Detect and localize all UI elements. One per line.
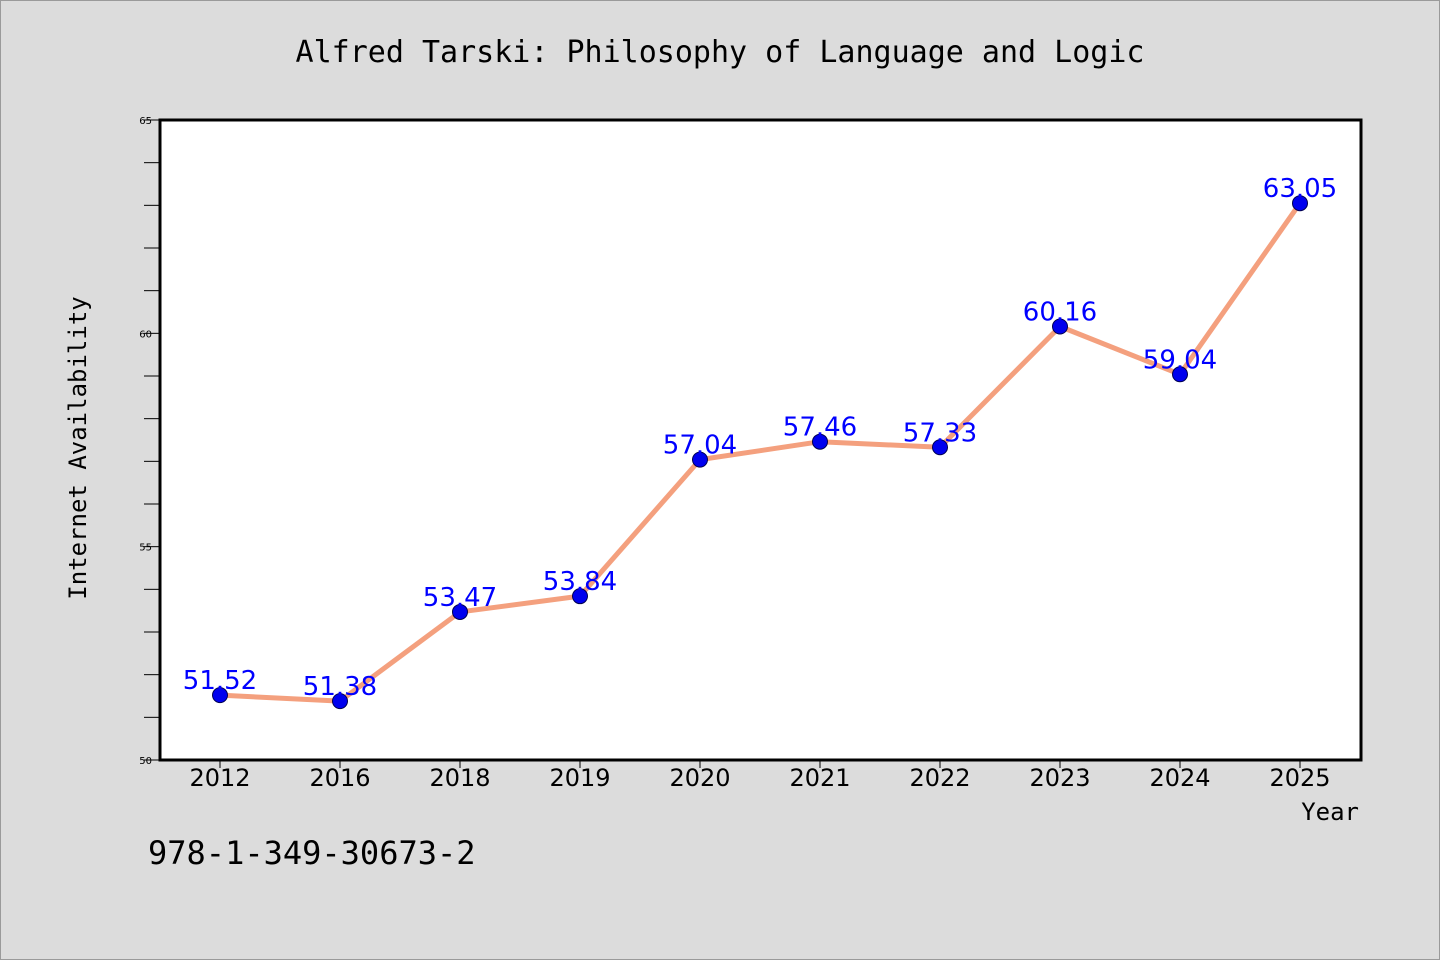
data-label: 59.04: [1143, 345, 1217, 375]
data-point: [1052, 318, 1068, 335]
data-label: 51.38: [303, 672, 377, 702]
y-tick-label: 55: [139, 543, 152, 554]
data-point: [452, 603, 468, 620]
series-line: [217, 200, 1303, 704]
data-point: [212, 687, 228, 704]
data-point: [692, 451, 708, 468]
x-axis-label: Year: [1301, 798, 1359, 826]
data-labels: 51.52 51.38 53.47 53.84 57.04 57.46 57.33 60.16…: [183, 174, 1337, 702]
data-label: 63.05: [1263, 174, 1337, 204]
data-markers: [212, 195, 1308, 710]
data-point: [812, 433, 828, 450]
x-axis: 2012 2016 2018 2019 2020 2021 2022 2023 2024 2025: [189, 760, 1331, 792]
x-tick-label: 2022: [909, 764, 970, 792]
x-tick-label: 2025: [1269, 764, 1330, 792]
data-point: [572, 588, 588, 605]
x-tick-label: 2020: [669, 764, 730, 792]
data-point: [1292, 195, 1308, 212]
y-tick-label: 60: [139, 329, 152, 340]
x-tick-label: 2021: [789, 764, 850, 792]
data-point: [332, 693, 348, 710]
chart-title: Alfred Tarski: Philosophy of Language an…: [296, 35, 1145, 70]
x-tick-label: 2016: [309, 764, 370, 792]
x-tick-label: 2018: [429, 764, 490, 792]
y-tick-label: 50: [139, 756, 152, 767]
x-tick-label: 2023: [1029, 764, 1090, 792]
data-label: 57.33: [903, 418, 977, 448]
data-point: [1172, 366, 1188, 383]
data-label: 53.47: [423, 583, 497, 613]
data-point: [932, 439, 948, 456]
isbn-text: 978-1-349-30673-2: [148, 834, 476, 872]
data-label: 60.16: [1023, 298, 1097, 328]
x-tick-label: 2019: [549, 764, 610, 792]
x-tick-label: 2012: [189, 764, 250, 792]
data-label: 53.84: [543, 567, 617, 597]
x-tick-label: 2024: [1149, 764, 1210, 792]
data-label: 57.04: [663, 431, 737, 461]
y-tick-label: 65: [139, 116, 152, 127]
y-axis: 50 55 60 65: [139, 116, 160, 767]
data-label: 57.46: [783, 413, 857, 443]
data-label: 51.52: [183, 666, 257, 696]
y-axis-label: Internet Availability: [64, 296, 92, 599]
plot-area: [158, 118, 1363, 762]
series-line-group: [217, 200, 1303, 704]
